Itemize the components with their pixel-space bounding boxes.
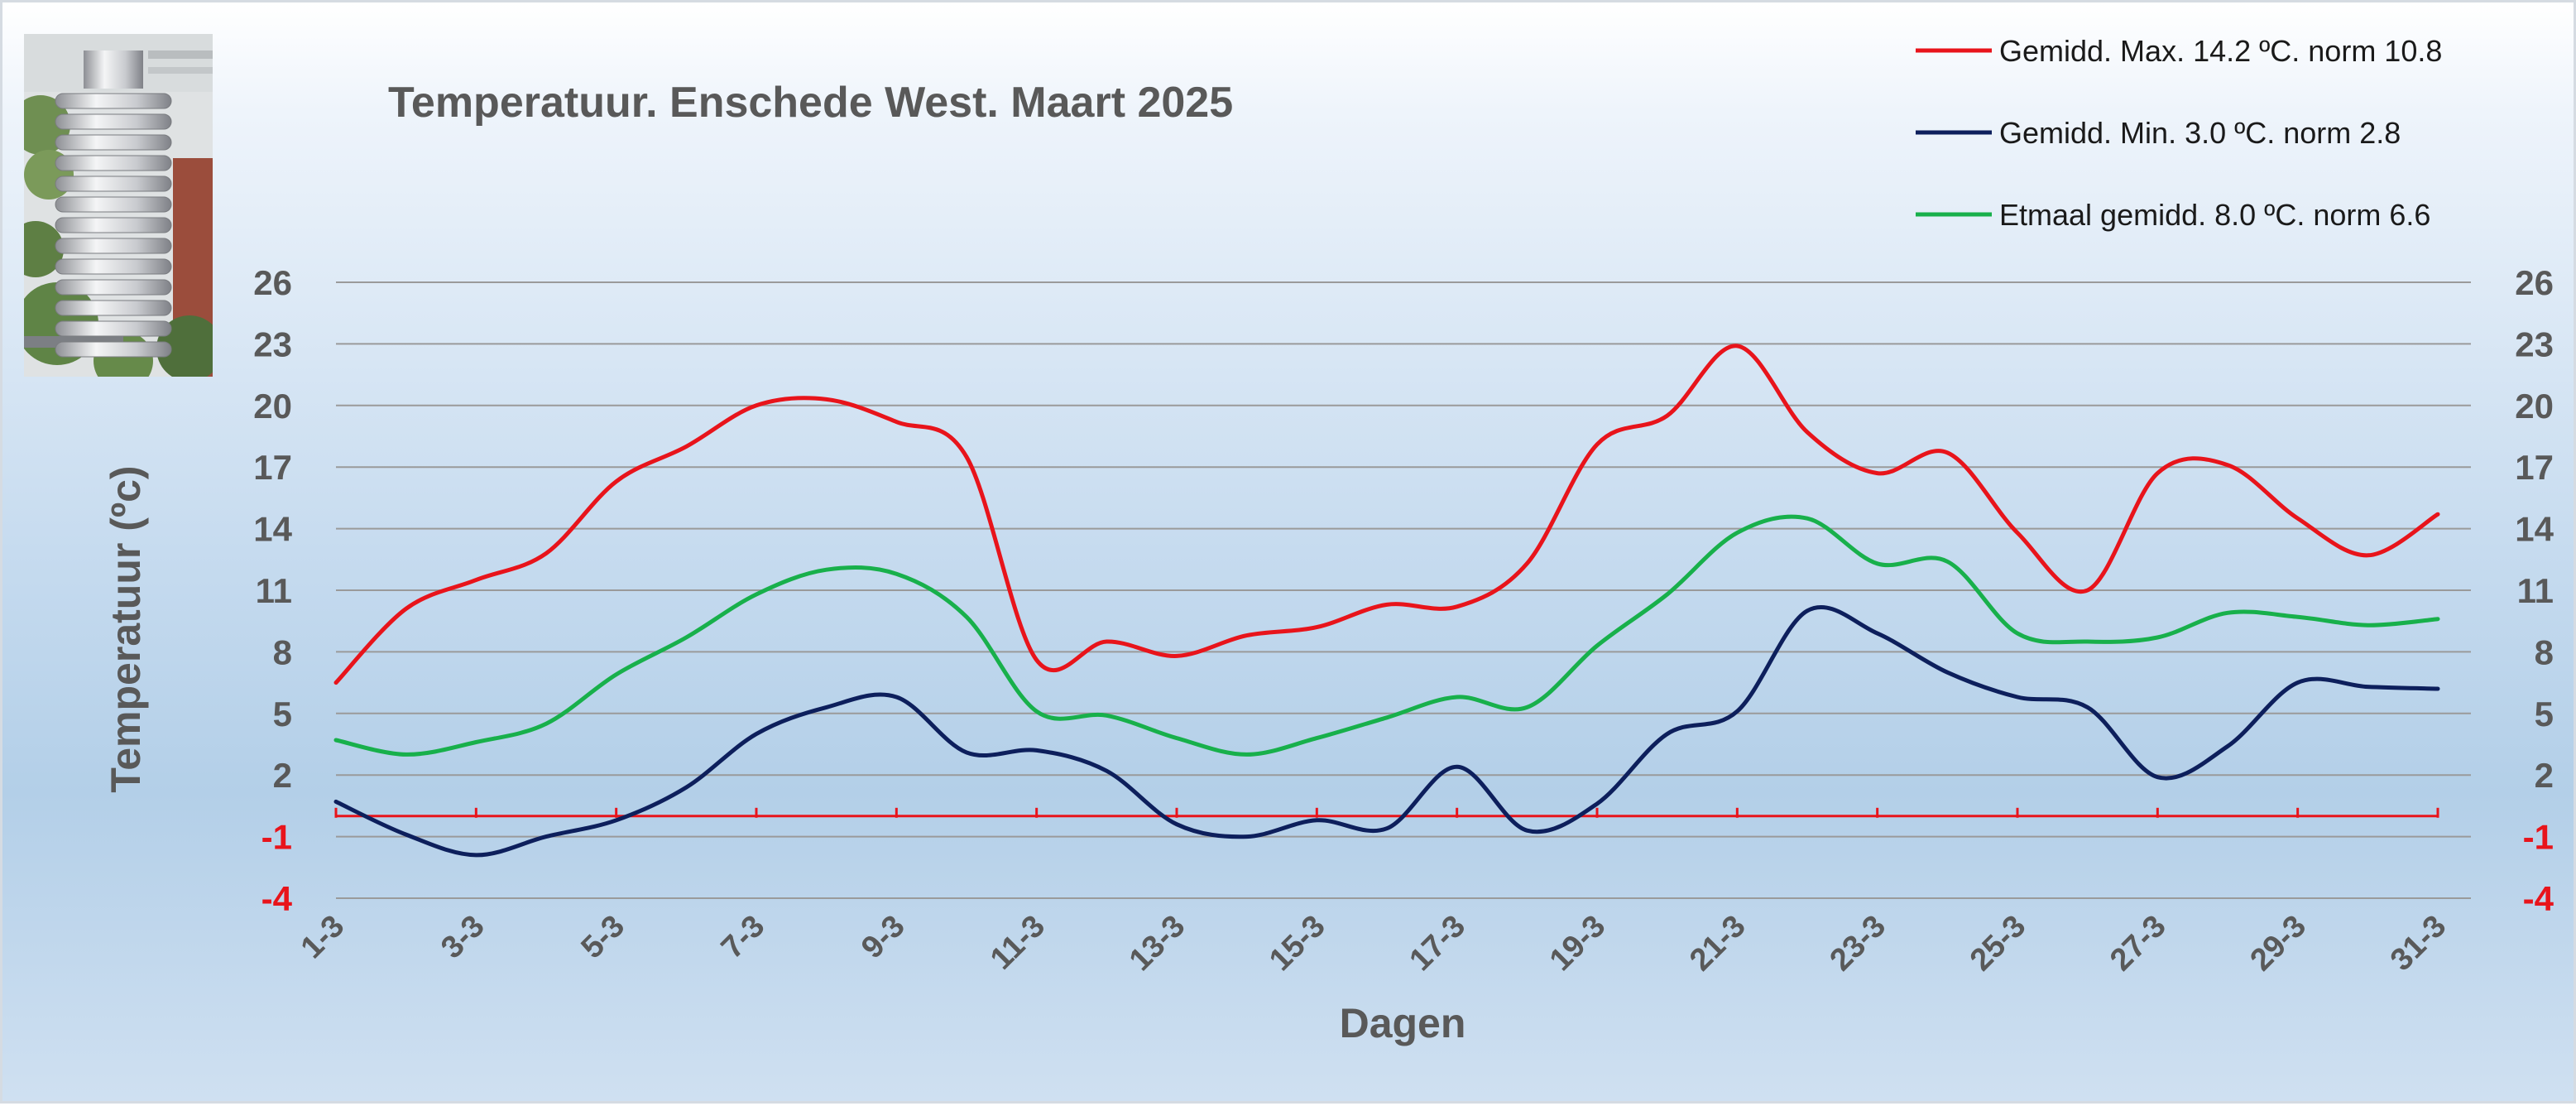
series-lines (333, 344, 2440, 858)
x-tick-label: 7-3 (715, 909, 772, 966)
x-tick-label: 11-3 (984, 909, 1052, 977)
y-tick-label-right: 17 (2515, 448, 2554, 487)
weather-station-photo (24, 34, 213, 377)
y-tick-label-right: 2 (2535, 756, 2554, 795)
legend-label: Etmaal gemidd. 8.0 ºC. norm 6.6 (1999, 198, 2430, 232)
chart-title: Temperatuur. Enschede West. Maart 2025 (388, 79, 1233, 127)
x-tick-label: 23-3 (1824, 909, 1892, 978)
x-tick-label: 5-3 (574, 909, 631, 966)
x-tick-label: 17-3 (1403, 909, 1472, 978)
y-tick-label-left: 14 (253, 510, 292, 549)
x-tick-label: 29-3 (2244, 909, 2313, 978)
y-tick-label-left: 17 (253, 448, 292, 487)
x-axis: 1-3 3-3 5-3 7-3 9-3 11-3 13-3 15-3 17-3 19-3 21-3 2… (295, 909, 2454, 978)
legend-label: Gemidd. Min. 3.0 ºC. norm 2.8 (1999, 116, 2401, 150)
y-tick-label-right: 5 (2535, 695, 2554, 733)
gridlines (336, 281, 2471, 899)
x-axis-title: Dagen (1340, 1000, 1466, 1046)
y-tick-label-right: -1 (2523, 818, 2554, 857)
y-tick-label-left: 2 (273, 756, 292, 795)
y-tick-label-left: 8 (273, 632, 292, 671)
y-tick-label-left: -4 (261, 879, 293, 918)
y-tick-label-right: 26 (2515, 263, 2554, 302)
x-tick-label: 21-3 (1683, 909, 1752, 978)
x-tick-label: 25-3 (1964, 909, 2032, 978)
y-axis-left: 26 23 20 17 14 11 8 5 2 -1 -4 (253, 263, 292, 918)
x-tick-label: 1-3 (295, 909, 352, 966)
y-tick-label-right: 14 (2515, 510, 2554, 549)
y-tick-label-right: 8 (2535, 632, 2554, 671)
y-tick-label-left: 23 (253, 325, 292, 363)
y-tick-label-right: 20 (2515, 387, 2554, 426)
y-tick-label-left: -1 (261, 818, 292, 857)
x-tick-label: 19-3 (1543, 909, 1612, 978)
y-axis-title: Temperatuur (ºc) (103, 465, 149, 792)
y-tick-label-left: 11 (256, 571, 292, 610)
x-tick-label: 27-3 (2103, 909, 2172, 978)
zero-line (334, 807, 2439, 818)
y-tick-label-left: 5 (273, 695, 292, 733)
y-axis-right: 26 23 20 17 14 11 8 5 2 -1 -4 (2515, 263, 2554, 918)
x-tick-label: 15-3 (1263, 909, 1331, 978)
y-tick-label-left: 26 (253, 263, 292, 302)
y-tick-label-right: 11 (2517, 571, 2554, 610)
y-tick-label-right: 23 (2515, 325, 2554, 363)
x-tick-label: 3-3 (434, 909, 492, 966)
series-line-avg (333, 514, 2440, 757)
y-tick-label-right: -4 (2523, 879, 2554, 918)
series-line-max (333, 344, 2440, 685)
legend: Gemidd. Max. 14.2 ºC. norm 10.8 Gemidd. M… (1916, 34, 2442, 232)
x-tick-label: 9-3 (855, 909, 912, 966)
series-line-min (333, 604, 2440, 858)
x-tick-label: 13-3 (1123, 909, 1192, 978)
legend-label: Gemidd. Max. 14.2 ºC. norm 10.8 (1999, 34, 2442, 68)
y-tick-label-left: 20 (253, 387, 292, 426)
x-tick-label: 31-3 (2384, 909, 2453, 978)
